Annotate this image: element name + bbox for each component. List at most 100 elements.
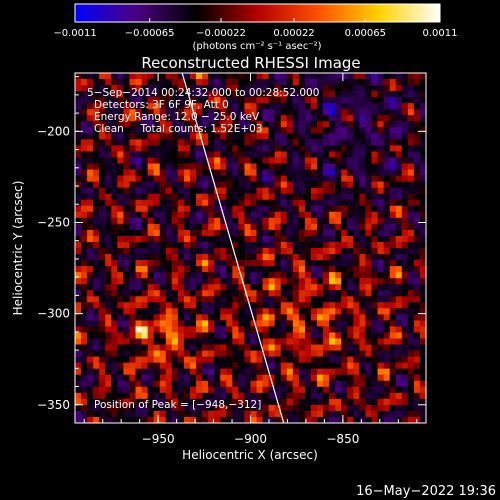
heatmap-cell: [93, 199, 100, 207]
heatmap-cell: [105, 235, 112, 243]
heatmap-cell: [347, 151, 354, 158]
heatmap-cell: [81, 302, 88, 309]
heatmap-cell: [208, 356, 215, 364]
heatmap-cell: [141, 356, 149, 364]
heatmap-cell: [189, 302, 197, 309]
heatmap-cell: [141, 272, 149, 279]
colorbar-tick-label: −0.00022: [196, 28, 246, 39]
heatmap-cell: [371, 254, 378, 261]
heatmap-cell: [177, 290, 185, 297]
heatmap-cell: [202, 145, 209, 152]
heatmap-cell: [389, 79, 397, 86]
heatmap-cell: [87, 91, 94, 98]
heatmap-cell: [262, 193, 270, 201]
heatmap-cell: [335, 121, 342, 128]
heatmap-cell: [208, 193, 215, 201]
heatmap-cell: [183, 205, 191, 213]
heatmap-cell: [359, 181, 366, 189]
heatmap-cell: [244, 326, 251, 333]
heatmap-cell: [389, 272, 397, 279]
heatmap-cell: [226, 91, 233, 98]
heatmap-cell: [323, 254, 330, 261]
heatmap-cell: [317, 79, 324, 86]
heatmap-cell: [232, 278, 239, 285]
heatmap-cell: [256, 416, 263, 423]
heatmap-cell: [105, 187, 112, 195]
heatmap-cell: [395, 175, 403, 183]
heatmap-cell: [147, 109, 155, 116]
heatmap-cell: [220, 332, 227, 339]
heatmap-cell: [123, 127, 130, 134]
heatmap-cell: [214, 205, 221, 213]
colorbar-gradient: [75, 4, 440, 22]
heatmap-cell: [99, 368, 106, 376]
heatmap-cell: [311, 169, 318, 176]
heatmap-cell: [419, 211, 426, 219]
heatmap-cell: [238, 266, 245, 273]
heatmap-cell: [407, 344, 415, 351]
heatmap-cell: [298, 386, 306, 394]
heatmap-cell: [323, 278, 330, 285]
heatmap-cell: [250, 241, 257, 249]
heatmap-cell: [93, 181, 100, 189]
heatmap-cell: [311, 290, 318, 297]
heatmap-cell: [365, 410, 372, 418]
heatmap-cell: [93, 217, 100, 225]
heatmap-cell: [105, 157, 112, 164]
heatmap-cell: [238, 410, 245, 418]
heatmap-cell: [413, 296, 421, 303]
heatmap-cell: [292, 416, 300, 423]
heatmap-cell: [123, 350, 130, 358]
heatmap-cell: [298, 235, 306, 243]
heatmap-cell: [159, 169, 167, 176]
heatmap-cell: [171, 133, 179, 140]
heatmap-cell: [383, 211, 391, 219]
heatmap-cell: [419, 350, 426, 358]
heatmap-cell: [123, 103, 130, 110]
heatmap-cell: [93, 187, 100, 195]
heatmap-cell: [413, 97, 421, 104]
heatmap-cell: [87, 163, 94, 170]
heatmap-cell: [238, 103, 245, 110]
heatmap-cell: [323, 73, 330, 80]
heatmap-cell: [419, 241, 426, 249]
heatmap-cell: [99, 103, 106, 110]
heatmap-cell: [177, 223, 185, 231]
heatmap-cell: [208, 139, 215, 146]
heatmap-cell: [141, 404, 149, 412]
heatmap-cell: [171, 187, 179, 195]
heatmap-cell: [371, 175, 378, 183]
heatmap-cell: [292, 332, 300, 339]
heatmap-cell: [147, 398, 155, 406]
heatmap-cell: [256, 229, 263, 237]
heatmap-cell: [159, 181, 167, 189]
heatmap-cell: [389, 199, 397, 207]
heatmap-cell: [383, 380, 391, 388]
heatmap-cell: [220, 266, 227, 273]
heatmap-cell: [189, 223, 197, 231]
heatmap-cell: [377, 392, 385, 400]
heatmap-cell: [413, 151, 421, 158]
heatmap-cell: [359, 260, 366, 267]
heatmap-cell: [232, 392, 239, 400]
heatmap-cell: [202, 332, 209, 339]
heatmap-cell: [359, 272, 366, 279]
heatmap-cell: [413, 302, 421, 309]
heatmap-cell: [407, 79, 415, 86]
heatmap-cell: [262, 380, 270, 388]
heatmap-cell: [238, 260, 245, 267]
heatmap-cell: [274, 175, 282, 183]
heatmap-cell: [159, 91, 167, 98]
heatmap-cell: [311, 163, 318, 170]
heatmap-cell: [165, 103, 173, 110]
heatmap-cell: [413, 79, 421, 86]
heatmap-cell: [171, 416, 179, 423]
heatmap-cell: [81, 272, 88, 279]
heatmap-cell: [250, 235, 257, 243]
heatmap-cell: [232, 229, 239, 237]
heatmap-cell: [280, 404, 288, 412]
heatmap-cell: [93, 272, 100, 279]
heatmap-cell: [232, 272, 239, 279]
heatmap-cell: [413, 73, 421, 80]
heatmap-cell: [359, 314, 366, 321]
